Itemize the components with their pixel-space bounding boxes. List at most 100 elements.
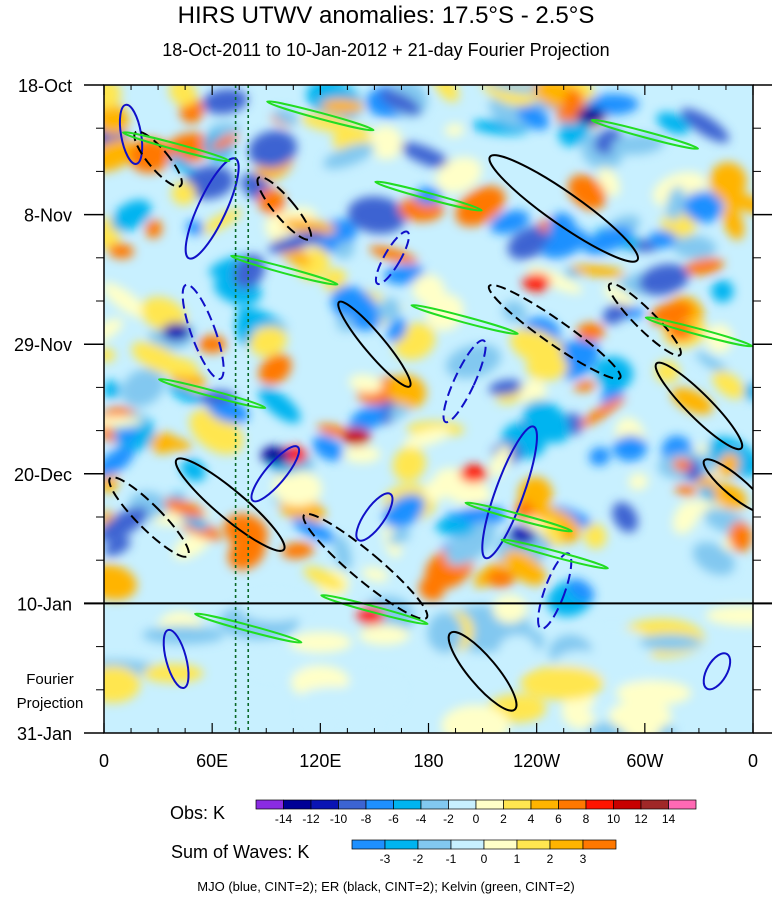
anomaly-blob [202, 88, 248, 115]
anomaly-blob [602, 284, 635, 307]
er-contour [302, 512, 429, 620]
anomaly-blob [168, 383, 202, 405]
wave-colorbar-label: -1 [446, 852, 457, 866]
kelvin-contour [464, 501, 573, 533]
obs-colorbar-label: 12 [634, 812, 648, 826]
kelvin-contour [644, 316, 753, 348]
obs-colorbar-box [365, 799, 394, 810]
anomaly-blob [211, 133, 239, 151]
anomaly-blob [104, 445, 135, 478]
anomaly-blob [258, 354, 292, 385]
projection-blob [239, 592, 309, 622]
anomaly-blob [312, 435, 344, 461]
anomaly-blob [163, 356, 199, 377]
kelvin-contour [410, 303, 519, 336]
anomaly-blob [145, 219, 163, 239]
y-tick-label: 29-Nov [14, 335, 72, 355]
wave-colorbar-box [450, 839, 485, 850]
anomaly-blob [488, 379, 523, 396]
anomaly-blob [489, 210, 530, 234]
anomaly-blob [412, 274, 445, 306]
anomaly-blob [718, 453, 740, 478]
anomaly-peak [198, 335, 227, 354]
anomaly-blob [104, 380, 121, 399]
anomaly-blob [104, 564, 137, 601]
chart-title: HIRS UTWV anomalies: 17.5°S - 2.5°S [177, 2, 595, 29]
anomaly-blob [424, 479, 446, 502]
er-contour [447, 630, 518, 712]
anomaly-blob [104, 85, 122, 109]
mjo-contour [537, 552, 573, 630]
wave-colorbar-label: -3 [380, 852, 391, 866]
obs-colorbar-box [255, 799, 284, 810]
x-tick-label: 180 [413, 751, 443, 771]
anomaly-blob [173, 530, 212, 560]
er-contour [174, 457, 286, 552]
anomaly-blob [489, 445, 512, 478]
plot-area [104, 85, 753, 733]
anomaly-blob [273, 108, 299, 125]
mjo-contour [181, 283, 225, 381]
anomaly-blob [323, 268, 347, 293]
anomaly-blob [348, 374, 383, 394]
projection-blob [561, 691, 599, 729]
obs-colorbar-box [475, 799, 504, 810]
obs-colorbar-box [283, 799, 312, 810]
projection-label: Projection [17, 695, 84, 712]
anomaly-blob [348, 404, 385, 435]
projection-blob [593, 662, 657, 684]
anomaly-peak [261, 446, 290, 465]
projection-blob [289, 631, 352, 653]
anomaly-blob [347, 196, 407, 234]
er-contour [108, 476, 190, 558]
x-tick-label: 120E [299, 751, 341, 771]
anomaly-blob [672, 235, 717, 260]
projection-blob [615, 680, 692, 706]
anomaly-blob [570, 264, 626, 278]
anomaly-blob [502, 300, 527, 323]
anomaly-blob [388, 404, 409, 419]
anomaly-peak [356, 606, 385, 625]
anomaly-blob [583, 523, 607, 549]
anomaly-blob [104, 318, 123, 344]
anomaly-peak [486, 569, 515, 588]
anomaly-blob [628, 473, 649, 491]
kelvin-contour [374, 180, 483, 212]
anomaly-blob [573, 380, 597, 392]
obs-colorbar-label: -8 [361, 812, 372, 826]
anomaly-blob [343, 445, 381, 464]
anomaly-peak [576, 106, 605, 125]
anomaly-blob [388, 374, 427, 409]
projection-blob [427, 612, 463, 654]
obs-colorbar-box [393, 799, 422, 810]
anomaly-blob [683, 258, 724, 276]
projection-blob [520, 665, 604, 701]
wave-legend-label: Sum of Waves: K [171, 842, 310, 862]
mjo-contour [702, 652, 732, 691]
anomaly-blob [523, 399, 571, 444]
anomaly-blob [638, 263, 690, 296]
anomaly-blob [674, 484, 698, 496]
kelvin-contour [230, 254, 339, 286]
anomaly-peak [648, 230, 677, 249]
er-contour [488, 154, 640, 263]
mjo-contour [250, 445, 301, 503]
anomaly-blob [281, 218, 336, 235]
anomaly-blob [267, 231, 324, 253]
mjo-contour [374, 230, 410, 286]
anomaly-blob [180, 458, 206, 482]
projection-blob [104, 665, 141, 703]
projection-blob [358, 624, 410, 646]
anomaly-blob [598, 167, 620, 197]
kelvin-contour [158, 378, 267, 410]
er-contour [337, 300, 412, 388]
mjo-contour [118, 103, 144, 165]
kelvin-contour [590, 118, 699, 150]
anomaly-blob [728, 521, 752, 552]
anomaly-blob [157, 436, 192, 451]
wave-colorbar-box [417, 839, 452, 850]
er-contour [654, 361, 744, 451]
y-tick-label: 20-Dec [14, 465, 72, 485]
wave-contours [108, 85, 753, 733]
anomaly-blob [435, 157, 482, 193]
